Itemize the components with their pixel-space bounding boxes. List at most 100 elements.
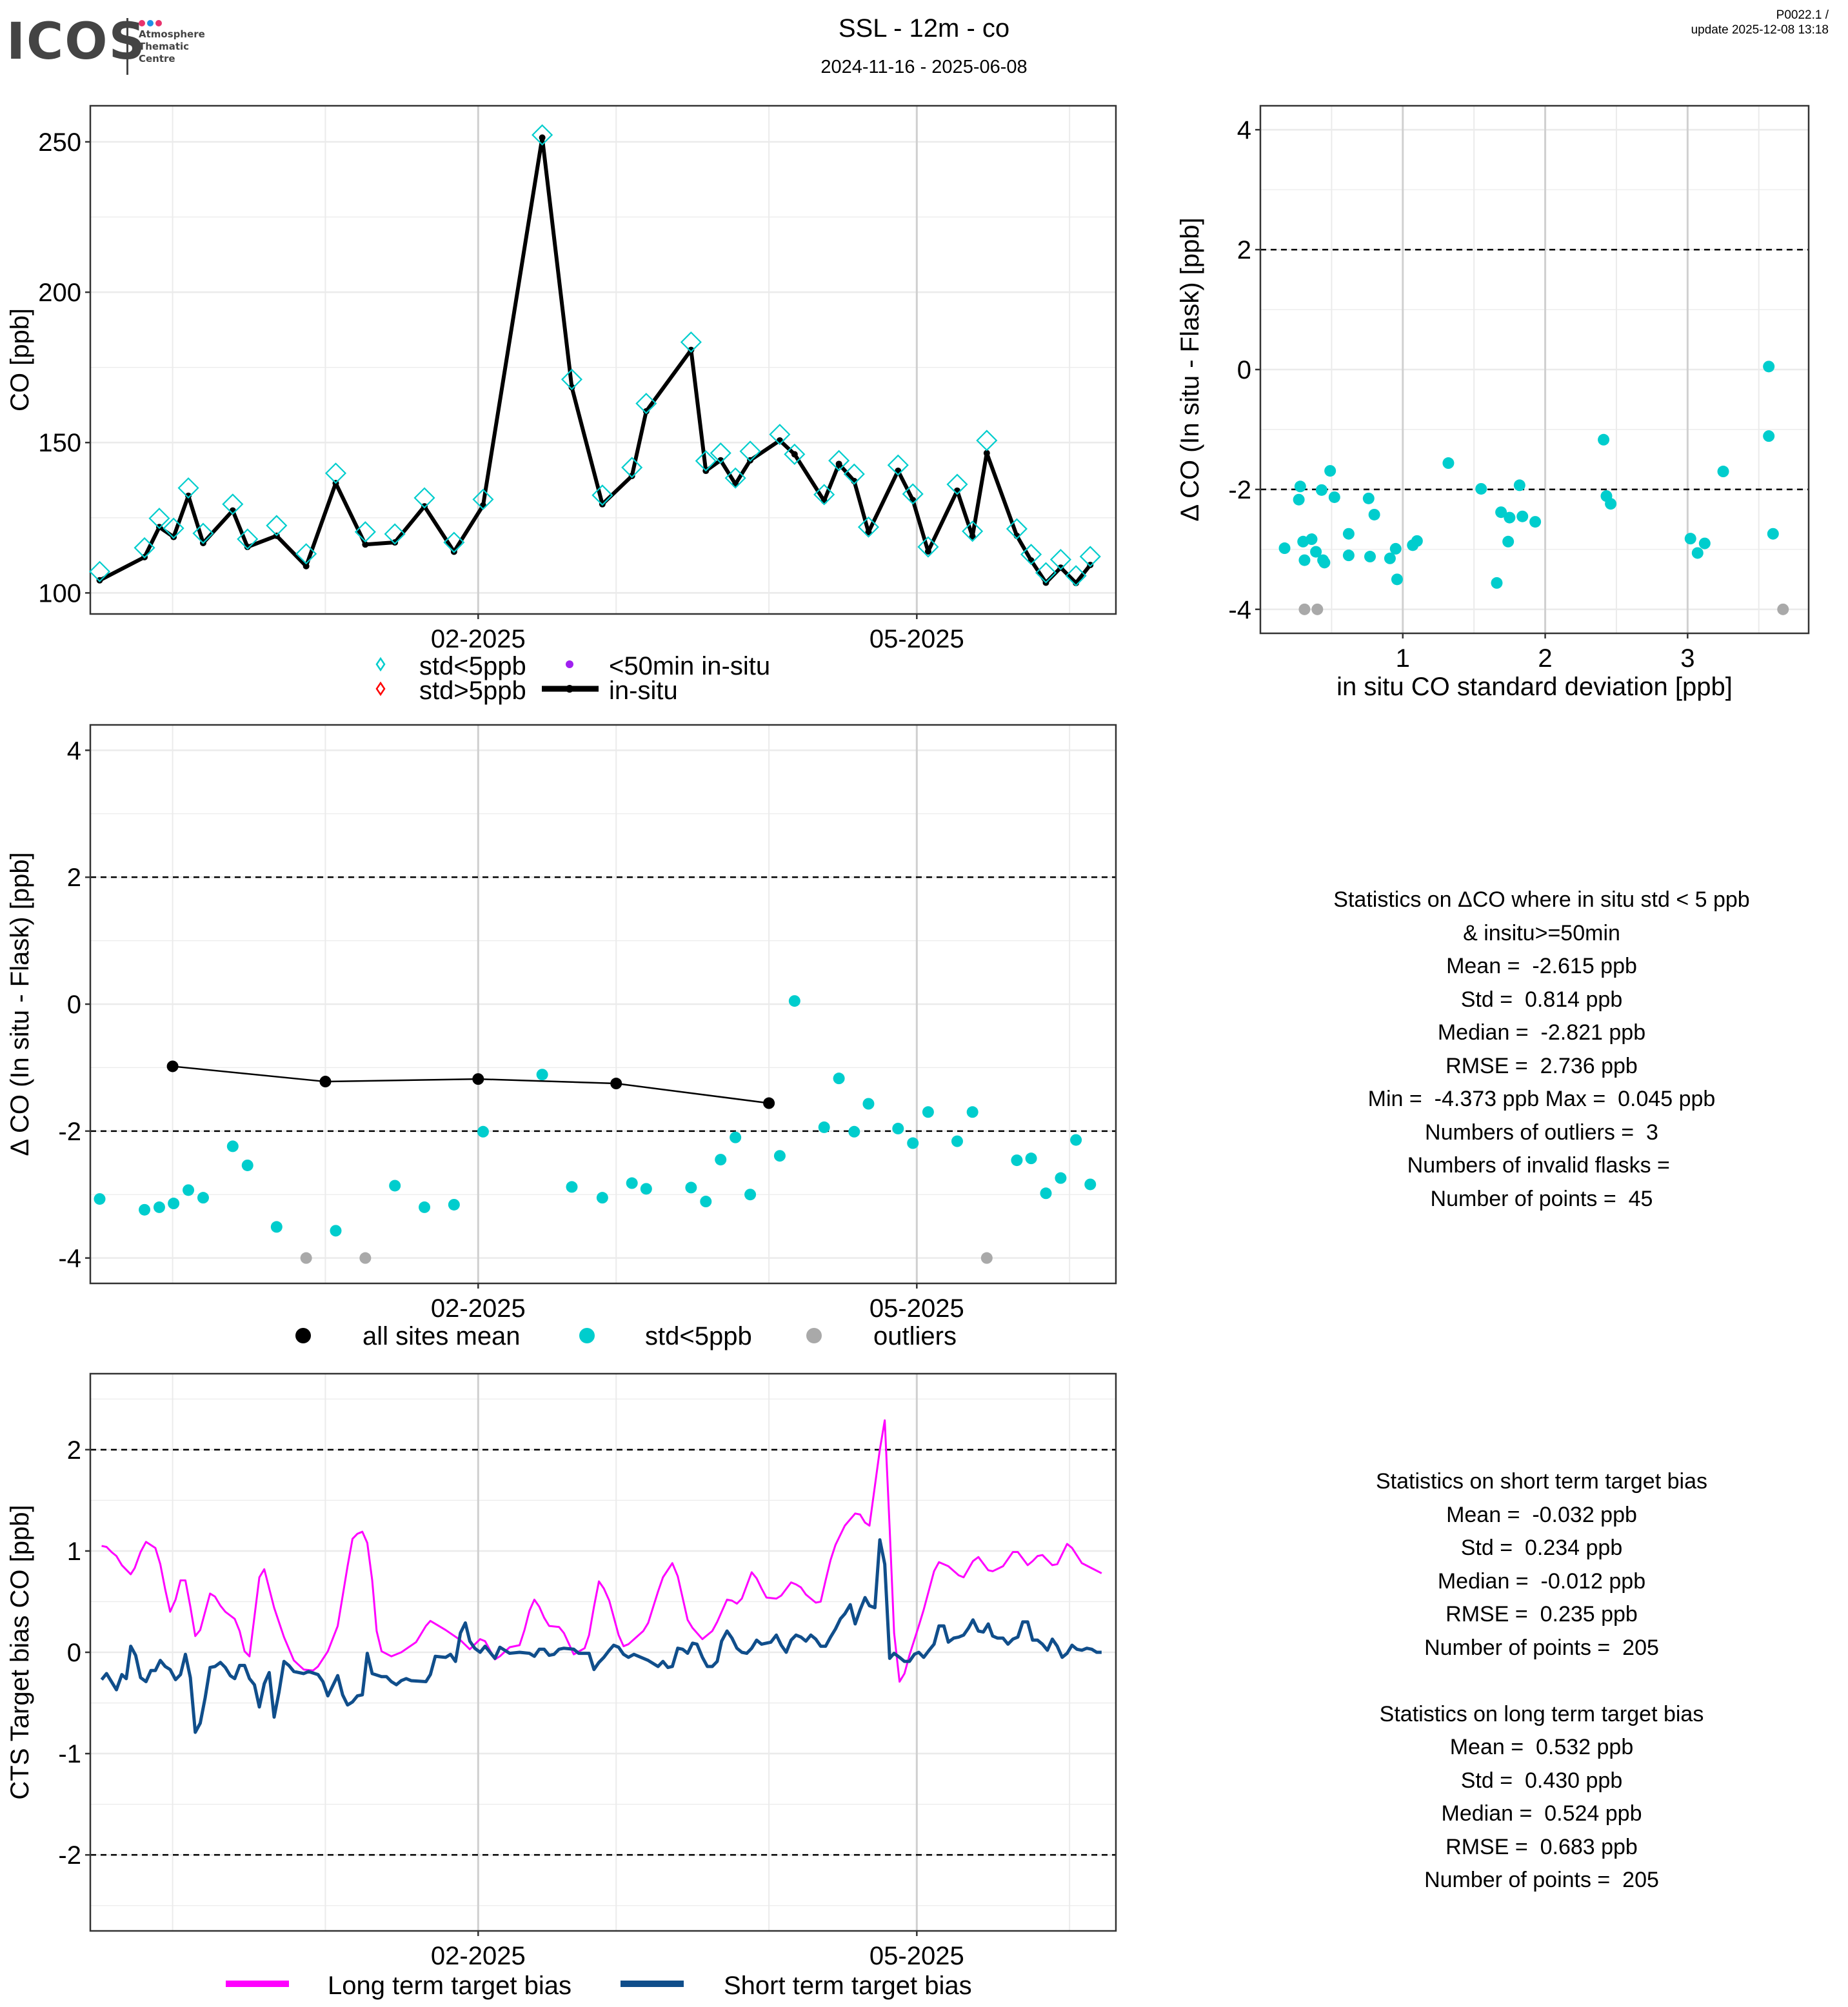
scatter-point [1310, 546, 1322, 558]
stats-line: Numbers of invalid flasks = [1407, 1153, 1676, 1178]
mean-point [610, 1078, 622, 1090]
scatter-point [1328, 491, 1340, 503]
logo-wordmark: ICOS [6, 13, 146, 71]
scatter-point [1389, 542, 1402, 555]
insitu-point [791, 451, 798, 458]
flask-diamond [828, 450, 850, 471]
scatter-point [1717, 466, 1729, 478]
delta-point [1025, 1152, 1037, 1165]
stats-line: RMSE = 0.683 ppb [1446, 1834, 1638, 1859]
stats-line: Median = -2.821 ppb [1437, 1020, 1646, 1045]
delta-point [848, 1125, 860, 1138]
stats-line: Min = -4.373 ppb Max = 0.045 ppb [1367, 1087, 1716, 1111]
insitu-point [924, 548, 931, 555]
y-tick-label: 150 [38, 429, 81, 457]
flask-diamond [1079, 546, 1101, 568]
logo-divider [126, 18, 128, 75]
flask-diamond [843, 463, 865, 485]
insitu-point [392, 539, 399, 546]
delta-point [730, 1131, 742, 1143]
delta-point [966, 1106, 979, 1118]
stats-line: Mean = 0.532 ppb [1449, 1735, 1634, 1759]
flask-diamond [532, 124, 553, 146]
legend-label: outliers [873, 1322, 957, 1350]
scatter-point [1698, 537, 1711, 549]
outlier-point [1777, 603, 1789, 615]
scatter-point [1315, 484, 1327, 496]
x-tick-label: 02-2025 [431, 625, 526, 653]
stats-line: Mean = -0.032 ppb [1446, 1502, 1637, 1527]
scatter-point [1342, 528, 1355, 540]
scatter-point [1516, 510, 1529, 522]
legend-dot-icon [806, 1328, 822, 1343]
y-axis-label: Δ CO (In situ - Flask) [ppb] [6, 852, 34, 1156]
flask-diamond [1065, 565, 1087, 587]
flask-diamond [443, 531, 465, 553]
insitu-point [539, 134, 546, 141]
delta-vs-std-panel: -4 -2 0 2 4 1 2 3 Δ CO (In situ - Flask) [ppb] in… [1176, 104, 1810, 701]
delta-point [744, 1189, 757, 1201]
delta-point [788, 995, 800, 1007]
flask-diamond [163, 517, 184, 539]
delta-point [596, 1192, 608, 1204]
delta-point [139, 1203, 151, 1216]
flask-diamond [857, 516, 879, 538]
flask-diamond [917, 536, 939, 558]
stats-line: RMSE = 0.235 ppb [1446, 1602, 1638, 1626]
legend-dot-icon [295, 1328, 311, 1343]
scatter-point [1684, 533, 1696, 545]
outlier-point [1311, 603, 1324, 615]
flask-diamond [192, 522, 214, 544]
insitu-point [983, 450, 990, 457]
flask-diamond [237, 528, 259, 550]
delta-point [168, 1198, 180, 1210]
update-info: P0022.1 / update 2025-12-08 13:18 [1691, 8, 1829, 37]
flask-diamond [177, 477, 199, 499]
diamond-legend-icon [375, 681, 386, 697]
delta-point [153, 1201, 165, 1213]
outlier-point [359, 1252, 372, 1264]
insitu-point [1087, 561, 1094, 568]
scatter-point [1293, 493, 1305, 506]
scatter-point [1767, 528, 1779, 540]
scatter-point [1598, 433, 1610, 446]
flask-diamond [724, 467, 746, 489]
y-axis-label: Δ CO (In situ - Flask) [ppb] [1176, 217, 1204, 521]
outlier-point [980, 1252, 993, 1264]
scatter-point [1342, 549, 1355, 562]
insitu-point [229, 507, 236, 514]
scatter-point [1513, 479, 1525, 491]
scatter-point [1475, 482, 1487, 495]
delta-point [536, 1069, 548, 1081]
flask-diamond [1006, 518, 1028, 540]
legend-label: all sites mean [363, 1322, 521, 1350]
stats-line: Statistics on ΔCO where in situ std < 5 … [1333, 887, 1750, 912]
delta-point [1070, 1134, 1082, 1146]
insitu-point [865, 529, 872, 536]
scatter-point [1491, 577, 1503, 589]
x-tick-label: 1 [1396, 644, 1410, 673]
scatter-point [1504, 511, 1516, 524]
delta-point [685, 1181, 697, 1194]
insitu-point [953, 487, 960, 494]
stats-line: Std = 0.430 ppb [1460, 1768, 1623, 1793]
flask-diamond [887, 454, 909, 476]
x-tick-label: 3 [1680, 644, 1694, 673]
outlier-point [1298, 603, 1311, 615]
y-tick-label: -2 [58, 1118, 81, 1146]
stats-line: Median = -0.012 ppb [1437, 1568, 1646, 1594]
scatter-point [1529, 516, 1542, 528]
delta-point [419, 1201, 431, 1213]
logo-dot [147, 20, 154, 26]
flask-diamond [976, 430, 998, 451]
target-bias-statistics: Statistics on short term target bias Mean… [1226, 1465, 1848, 1897]
insitu-point [688, 346, 695, 353]
flask-diamond [962, 520, 984, 542]
insitu-point [969, 533, 976, 540]
target-bias-panel: -2 -1 0 1 2 02-2025 05-2025 CTS Target bias CO … [6, 1372, 1117, 1970]
y-tick-label: 250 [38, 128, 81, 157]
delta-point [922, 1106, 934, 1118]
y-tick-label: -4 [1228, 596, 1251, 624]
insitu-point [628, 472, 635, 479]
flask-diamond [902, 483, 924, 505]
